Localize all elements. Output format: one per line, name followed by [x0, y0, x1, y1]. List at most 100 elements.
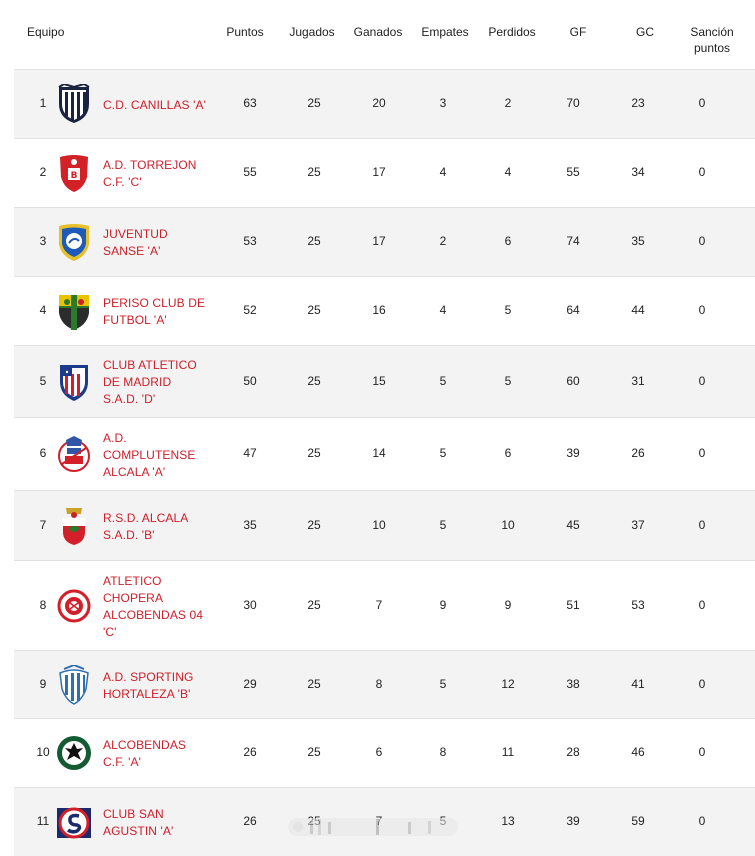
team-name-line: CLUB ATLETICO [103, 358, 197, 372]
header-sancion: Sanción puntos [682, 24, 742, 56]
watermark-icon [288, 818, 458, 836]
position-cell: 2 [39, 165, 47, 179]
gc-cell: 35 [631, 234, 645, 248]
team-name-line: COMPLUTENSE [103, 447, 196, 462]
team-name-link[interactable]: ALCOBENDAS C.F. 'A' [103, 737, 215, 771]
perdidos-cell: 10 [501, 517, 515, 532]
rsd-alcala-crest-icon [56, 506, 92, 546]
ganados-cell: 7 [375, 597, 383, 612]
puntos-cell: 47 [243, 446, 257, 460]
team-name-link[interactable]: A.D. COMPLUTENSE ALCALA 'A' [103, 430, 215, 481]
team-name-line: C.D. CANILLAS 'A' [103, 97, 206, 112]
team-name-link[interactable]: CLUB SAN AGUSTIN 'A' [103, 806, 215, 840]
gf-cell: 45 [566, 517, 580, 532]
jugados-cell: 25 [307, 373, 321, 388]
header-puntos: Puntos [226, 25, 264, 39]
jugados-cell: 25 [307, 234, 321, 248]
empates-cell: 5 [439, 517, 447, 532]
gc-cell: 37 [631, 517, 645, 532]
empates-cell: 9 [439, 597, 447, 612]
perdidos-cell: 2 [504, 96, 512, 110]
gc-cell: 23 [631, 96, 645, 110]
team-name-link[interactable]: A.D. TORREJON C.F. 'C' [103, 157, 215, 191]
sancion-cell: 0 [698, 745, 706, 759]
table-row: 1 C.D. CANILLAS 'A' 63 25 20 3 2 70 23 0 [14, 69, 755, 138]
team-name-link[interactable]: C.D. CANILLAS 'A' [103, 97, 215, 114]
team-name-link[interactable]: PERISO CLUB DE FUTBOL 'A' [103, 295, 215, 329]
ganados-cell: 17 [372, 165, 386, 179]
canillas-crest-icon [56, 82, 92, 124]
sancion-cell: 0 [698, 814, 706, 828]
team-name-line: CLUB SAN [103, 807, 164, 821]
team-name-line: S.A.D. 'D' [103, 392, 156, 406]
team-name-line: ALCOBENDAS 04 [103, 607, 204, 622]
sancion-cell: 0 [698, 676, 706, 691]
table-row: 9 A.D. SPORTING HORTALEZA 'B' 29 25 8 5 12 38 41 0 [14, 650, 755, 718]
table-row: 5 CLUB ATLETICO DE MADRID S.A.D. 'D' 50 25 15 5… [14, 345, 755, 417]
gc-cell: 44 [631, 303, 645, 317]
sporting-hortaleza-crest-icon [56, 663, 92, 705]
team-name-line: CHOPERA [103, 590, 164, 605]
team-name-line: SANSE 'A' [103, 244, 161, 258]
perdidos-cell: 13 [501, 814, 515, 828]
gf-cell: 60 [566, 373, 580, 388]
gc-cell: 26 [631, 446, 645, 460]
gc-cell: 31 [631, 373, 645, 388]
perdidos-cell: 6 [504, 446, 512, 460]
table-body: 1 C.D. CANILLAS 'A' 63 25 20 3 2 70 23 0 2 B A.D. TO… [0, 69, 755, 856]
gc-cell: 59 [631, 814, 645, 828]
team-name-link[interactable]: A.D. SPORTING HORTALEZA 'B' [103, 669, 215, 703]
sancion-cell: 0 [698, 165, 706, 179]
jugados-cell: 25 [307, 597, 321, 612]
table-row: 8 ATLETICO CHOPERA ALCOBENDAS 04 'C' 30 25 7 9 9 5… [14, 560, 755, 650]
team-name-link[interactable]: JUVENTUD SANSE 'A' [103, 226, 215, 260]
ganados-cell: 15 [372, 373, 386, 388]
position-cell: 7 [39, 517, 47, 532]
team-name-line: FUTBOL 'A' [103, 313, 167, 327]
gf-cell: 51 [566, 597, 580, 612]
puntos-cell: 50 [243, 373, 257, 388]
perdidos-cell: 4 [504, 165, 512, 179]
position-cell: 11 [36, 814, 50, 828]
position-cell: 10 [36, 745, 50, 759]
team-name-line: AGUSTIN 'A' [103, 824, 174, 838]
gf-cell: 74 [566, 234, 580, 248]
team-name-link[interactable]: ATLETICO CHOPERA ALCOBENDAS 04 'C' [103, 573, 215, 641]
puntos-cell: 26 [243, 814, 257, 828]
jugados-cell: 25 [307, 676, 321, 691]
perdidos-cell: 11 [501, 745, 515, 759]
gf-cell: 39 [566, 446, 580, 460]
team-name-line: S.A.D. 'B' [103, 527, 155, 542]
team-name-line: HORTALEZA 'B' [103, 686, 191, 701]
san-agustin-crest-icon [56, 802, 92, 842]
gf-cell: 28 [566, 745, 580, 759]
table-header: Equipo Puntos Jugados Ganados Empates Pe… [0, 0, 755, 69]
team-name-link[interactable]: R.S.D. ALCALA S.A.D. 'B' [103, 510, 215, 544]
puntos-cell: 53 [243, 234, 257, 248]
perdidos-cell: 12 [501, 676, 515, 691]
team-name-line: ALCALA 'A' [103, 464, 166, 479]
gc-cell: 53 [631, 597, 645, 612]
gf-cell: 70 [566, 96, 580, 110]
jugados-cell: 25 [307, 303, 321, 317]
team-name-line: R.S.D. ALCALA [103, 510, 189, 525]
jugados-cell: 25 [307, 446, 321, 460]
sancion-cell: 0 [698, 446, 706, 460]
team-name-line: JUVENTUD [103, 227, 168, 241]
table-row: 10 ALCOBENDAS C.F. 'A' 26 25 6 8 11 28 46 0 [14, 718, 755, 787]
periso-crest-icon [56, 291, 92, 331]
position-cell: 3 [39, 234, 47, 248]
team-name-link[interactable]: CLUB ATLETICO DE MADRID S.A.D. 'D' [103, 357, 215, 408]
empates-cell: 5 [439, 446, 447, 460]
perdidos-cell: 9 [504, 597, 512, 612]
ganados-cell: 10 [372, 517, 386, 532]
table-row: 7 R.S.D. ALCALA S.A.D. 'B' 35 25 10 5 10 45 37 0 [14, 490, 755, 560]
header-jugados: Jugados [289, 25, 335, 39]
chopera-crest-icon [56, 586, 92, 626]
svg-text:B: B [71, 171, 78, 181]
team-name-line: C.F. 'A' [103, 755, 142, 769]
empates-cell: 8 [439, 745, 447, 759]
atletico-madrid-crest-icon [56, 362, 92, 402]
sancion-cell: 0 [698, 96, 706, 110]
team-name-line: 'C' [103, 624, 117, 639]
